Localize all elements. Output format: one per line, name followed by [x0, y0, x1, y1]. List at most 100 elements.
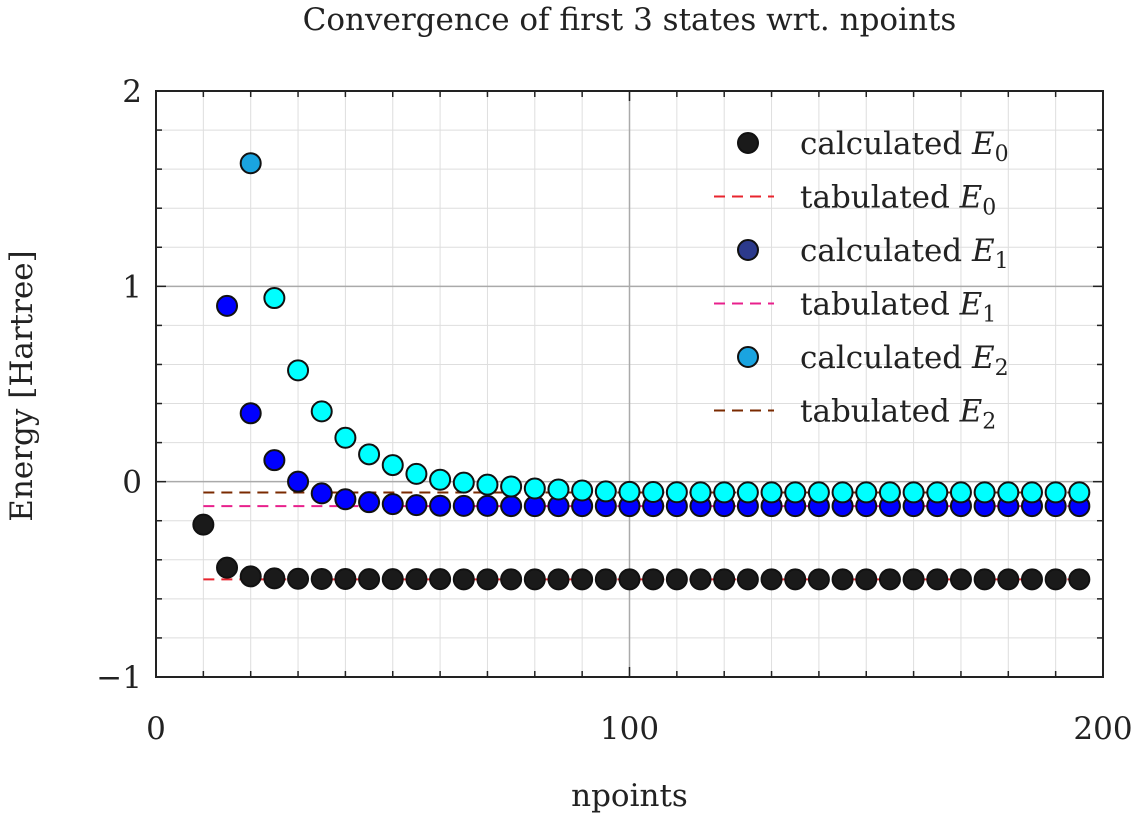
data-point — [949, 481, 972, 504]
y-axis-label: Energy [Hartree] — [4, 250, 40, 522]
data-point — [523, 477, 546, 500]
data-point — [807, 568, 830, 591]
legend-marker — [737, 132, 759, 154]
legend-label-text: tabulated — [800, 180, 960, 216]
legend-label-subscript: 2 — [982, 410, 996, 435]
data-point — [571, 568, 594, 591]
data-point — [358, 443, 381, 466]
y-tick-label: 0 — [122, 465, 142, 501]
legend-label-text: calculated — [800, 233, 972, 269]
legend-marker — [737, 346, 759, 368]
chart-title: Convergence of first 3 states wrt. npoin… — [302, 2, 957, 38]
legend-label: tabulated E2 — [800, 394, 996, 435]
data-point — [310, 400, 333, 423]
data-point — [358, 491, 381, 514]
data-point — [216, 294, 239, 317]
legend-label-var: E — [971, 340, 995, 376]
data-point — [429, 568, 452, 591]
data-point — [500, 495, 523, 518]
legend-label-subscript: 0 — [995, 142, 1009, 167]
data-point — [736, 481, 759, 504]
data-point — [973, 481, 996, 504]
data-point — [618, 480, 641, 503]
data-point — [1020, 481, 1043, 504]
data-point — [334, 488, 357, 511]
data-point — [878, 481, 901, 504]
x-axis-label: npoints — [571, 778, 688, 814]
data-point — [902, 481, 925, 504]
legend-label-var: E — [959, 394, 983, 430]
y-tick-label: −1 — [96, 660, 142, 696]
data-point — [263, 449, 286, 472]
data-point — [500, 475, 523, 498]
data-point — [594, 568, 617, 591]
data-point — [452, 568, 475, 591]
data-point — [642, 481, 665, 504]
data-point — [665, 568, 688, 591]
data-point — [239, 565, 262, 588]
legend-label-text: tabulated — [800, 287, 960, 323]
data-point — [287, 470, 310, 493]
data-point — [1044, 481, 1067, 504]
data-point — [1068, 481, 1091, 504]
data-point — [618, 568, 641, 591]
data-point — [476, 568, 499, 591]
data-point — [831, 568, 854, 591]
legend-label-var: E — [959, 287, 983, 323]
data-point — [594, 480, 617, 503]
data-point — [1020, 568, 1043, 591]
legend-label-var: E — [959, 180, 983, 216]
legend-label: calculated E0 — [800, 126, 1009, 167]
data-point — [263, 567, 286, 590]
data-point — [807, 481, 830, 504]
data-point — [665, 481, 688, 504]
data-point — [547, 478, 570, 501]
data-point — [760, 481, 783, 504]
data-point — [571, 479, 594, 502]
data-point — [381, 454, 404, 477]
data-point — [358, 568, 381, 591]
legend-label-text: tabulated — [800, 394, 960, 430]
x-tick-label: 0 — [146, 711, 166, 747]
data-point — [689, 568, 712, 591]
data-point — [381, 568, 404, 591]
data-point — [405, 568, 428, 591]
legend-label-subscript: 2 — [995, 356, 1009, 381]
data-point — [760, 568, 783, 591]
data-point — [689, 481, 712, 504]
data-point — [926, 481, 949, 504]
data-point — [1044, 568, 1067, 591]
data-point — [523, 568, 546, 591]
data-point — [287, 359, 310, 382]
legend-label: calculated E2 — [800, 340, 1009, 381]
data-point — [784, 481, 807, 504]
series-points — [239, 152, 1091, 504]
data-point — [784, 568, 807, 591]
data-point — [239, 152, 262, 175]
legend-label-subscript: 1 — [995, 249, 1009, 274]
legend-label: tabulated E0 — [800, 180, 996, 221]
legend-label: tabulated E1 — [800, 287, 996, 328]
data-point — [926, 568, 949, 591]
data-point — [216, 556, 239, 579]
data-point — [949, 568, 972, 591]
x-tick-label: 100 — [600, 711, 659, 747]
y-tick-label: 2 — [122, 74, 142, 110]
data-point — [405, 462, 428, 485]
data-point — [381, 493, 404, 516]
data-point — [1068, 568, 1091, 591]
data-point — [239, 402, 262, 425]
data-point — [642, 568, 665, 591]
data-point — [713, 481, 736, 504]
tick-marks — [156, 91, 1103, 677]
legend-label-var: E — [971, 126, 995, 162]
data-point — [405, 494, 428, 517]
data-point — [287, 567, 310, 590]
legend-label-text: calculated — [800, 126, 972, 162]
data-point — [263, 287, 286, 310]
legend-marker — [737, 239, 759, 261]
data-point — [547, 568, 570, 591]
data-point — [973, 568, 996, 591]
series-points — [192, 513, 1091, 591]
